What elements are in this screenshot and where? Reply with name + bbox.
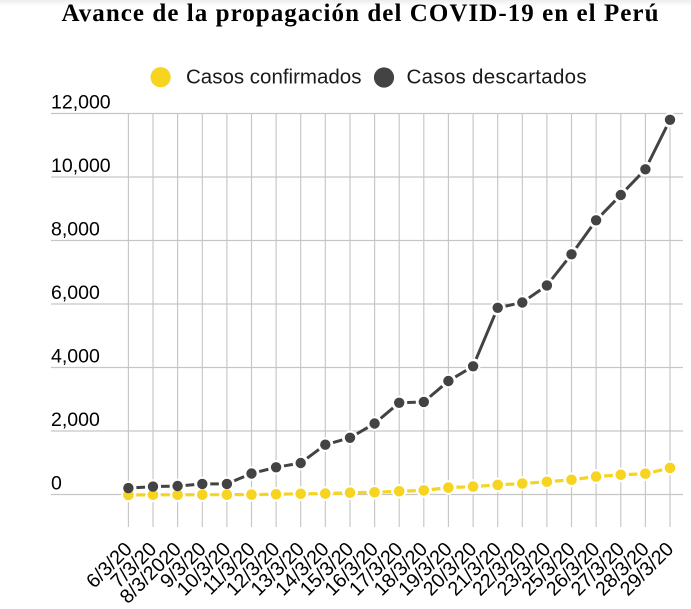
- svg-text:4,000: 4,000: [51, 346, 100, 368]
- svg-text:Casos confirmados: Casos confirmados: [186, 65, 361, 88]
- svg-text:Avance de la propagación del C: Avance de la propagación del COVID-19 en…: [61, 0, 659, 27]
- svg-text:2,000: 2,000: [51, 409, 100, 431]
- svg-text:6,000: 6,000: [51, 282, 100, 304]
- svg-text:10,000: 10,000: [51, 155, 111, 177]
- svg-text:12,000: 12,000: [51, 92, 111, 114]
- svg-text:8,000: 8,000: [51, 219, 100, 241]
- svg-text:Casos descartados: Casos descartados: [407, 65, 587, 88]
- svg-text:0: 0: [51, 473, 62, 495]
